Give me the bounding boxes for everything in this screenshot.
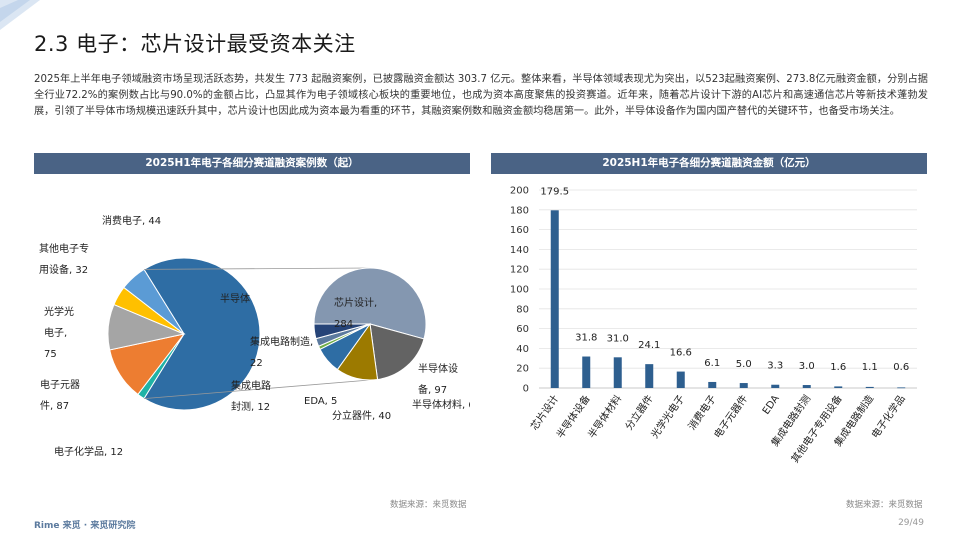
footer-logo: Rime 来觅 · 来觅研究院: [34, 521, 136, 531]
bar-4: [676, 371, 685, 388]
x-tick-label-0: 芯片设计: [528, 392, 562, 432]
y-tick-label-3: 60: [516, 324, 529, 335]
pie-label-1: 电子化学品, 12: [54, 445, 123, 458]
bar-3: [645, 364, 654, 388]
bar-value-label-6: 5.0: [736, 359, 752, 370]
page-number: 29/49: [898, 518, 924, 528]
sub-pie-slice-1: [369, 323, 425, 381]
page-title: 2.3 电子：芯片设计最受资本关注: [34, 32, 356, 56]
y-tick-label-0: 0: [523, 384, 529, 395]
y-tick-label-8: 160: [510, 225, 529, 236]
sub-pie-label-5: 集成电路封测, 12: [231, 379, 271, 413]
y-tick-label-4: 80: [516, 304, 529, 315]
bar-value-label-9: 1.6: [830, 362, 846, 373]
y-tick-label-6: 120: [510, 265, 529, 276]
sub-pie-label-0: 芯片设计, 284: [334, 296, 377, 330]
intro-paragraph: 2025年上半年电子领域融资市场呈现活跃态势，共发生 773 起融资案例，已披露…: [34, 74, 928, 117]
bar-1: [582, 356, 591, 388]
pie-slice-0: [143, 257, 261, 411]
bar-chart-title: 2025H1年电子各细分赛道融资金额（亿元）: [491, 153, 927, 174]
sub-pie-label-3: 分立器件, 40: [332, 409, 391, 422]
bar-value-label-8: 3.0: [799, 361, 815, 372]
x-tick-label-3: 分立器件: [622, 392, 656, 432]
pie-label-5: 消费电子, 44: [102, 214, 161, 227]
y-tick-label-7: 140: [510, 245, 529, 256]
bar-0: [550, 210, 559, 388]
sub-pie-slice-0: [313, 267, 427, 340]
source-note-left: 数据来源：来觅数据: [390, 500, 467, 510]
y-tick-label-10: 200: [510, 186, 529, 197]
bar-value-label-11: 0.6: [893, 362, 909, 373]
pie-label-0: 半导体: [220, 292, 250, 305]
pie-slice-5: [123, 268, 185, 335]
y-tick-label-5: 100: [510, 285, 529, 296]
bar-value-label-10: 1.1: [862, 362, 878, 373]
x-tick-label-7: EDA: [761, 393, 782, 416]
source-note-right: 数据来源：来觅数据: [846, 500, 923, 510]
sub-pie-slice-6: [313, 323, 371, 340]
bar-value-label-7: 3.3: [767, 361, 783, 372]
y-tick-label-1: 20: [516, 364, 529, 375]
bar-7: [771, 384, 780, 388]
bar-value-label-0: 179.5: [540, 186, 569, 197]
sub-pie-label-6: 集成电路制造, 22: [250, 335, 313, 369]
sub-pie-label-4: EDA, 5: [304, 396, 337, 407]
bar-value-label-2: 31.0: [607, 333, 629, 344]
bar-value-label-1: 31.8: [575, 333, 597, 344]
bar-value-label-3: 24.1: [638, 340, 660, 351]
bar-value-label-4: 16.6: [670, 348, 692, 359]
bar-value-label-5: 6.1: [704, 358, 720, 369]
sub-pie-label-2: 半导体材料, 63: [412, 398, 470, 411]
bar-10: [865, 386, 874, 388]
pie-label-3: 光学光电子, 75: [44, 305, 74, 360]
bar-chart: 0 20 40 60 80 100 120 140 160 180 200 179.5 芯片设计 31.8…: [510, 186, 917, 465]
y-tick-label-2: 40: [516, 344, 529, 355]
connector-line-bottom: [143, 379, 371, 400]
bar-2: [613, 357, 622, 388]
bar-11: [897, 387, 906, 389]
corner-decoration: [0, 0, 40, 30]
connector-line-top: [143, 267, 371, 270]
y-tick-label-9: 180: [510, 205, 529, 216]
bar-5: [708, 381, 717, 388]
pie-label-4: 其他电子专用设备, 32: [39, 242, 89, 276]
bar-8: [802, 385, 811, 388]
bar-9: [834, 386, 843, 388]
bar-6: [739, 383, 748, 388]
pie-label-2: 电子元器件, 87: [40, 378, 80, 412]
x-tick-label-5: 消费电子: [685, 392, 719, 432]
sub-pie-label-1: 半导体设备, 97: [418, 362, 458, 396]
pie-chart-title: 2025H1年电子各细分赛道融资案例数（起）: [34, 153, 470, 174]
